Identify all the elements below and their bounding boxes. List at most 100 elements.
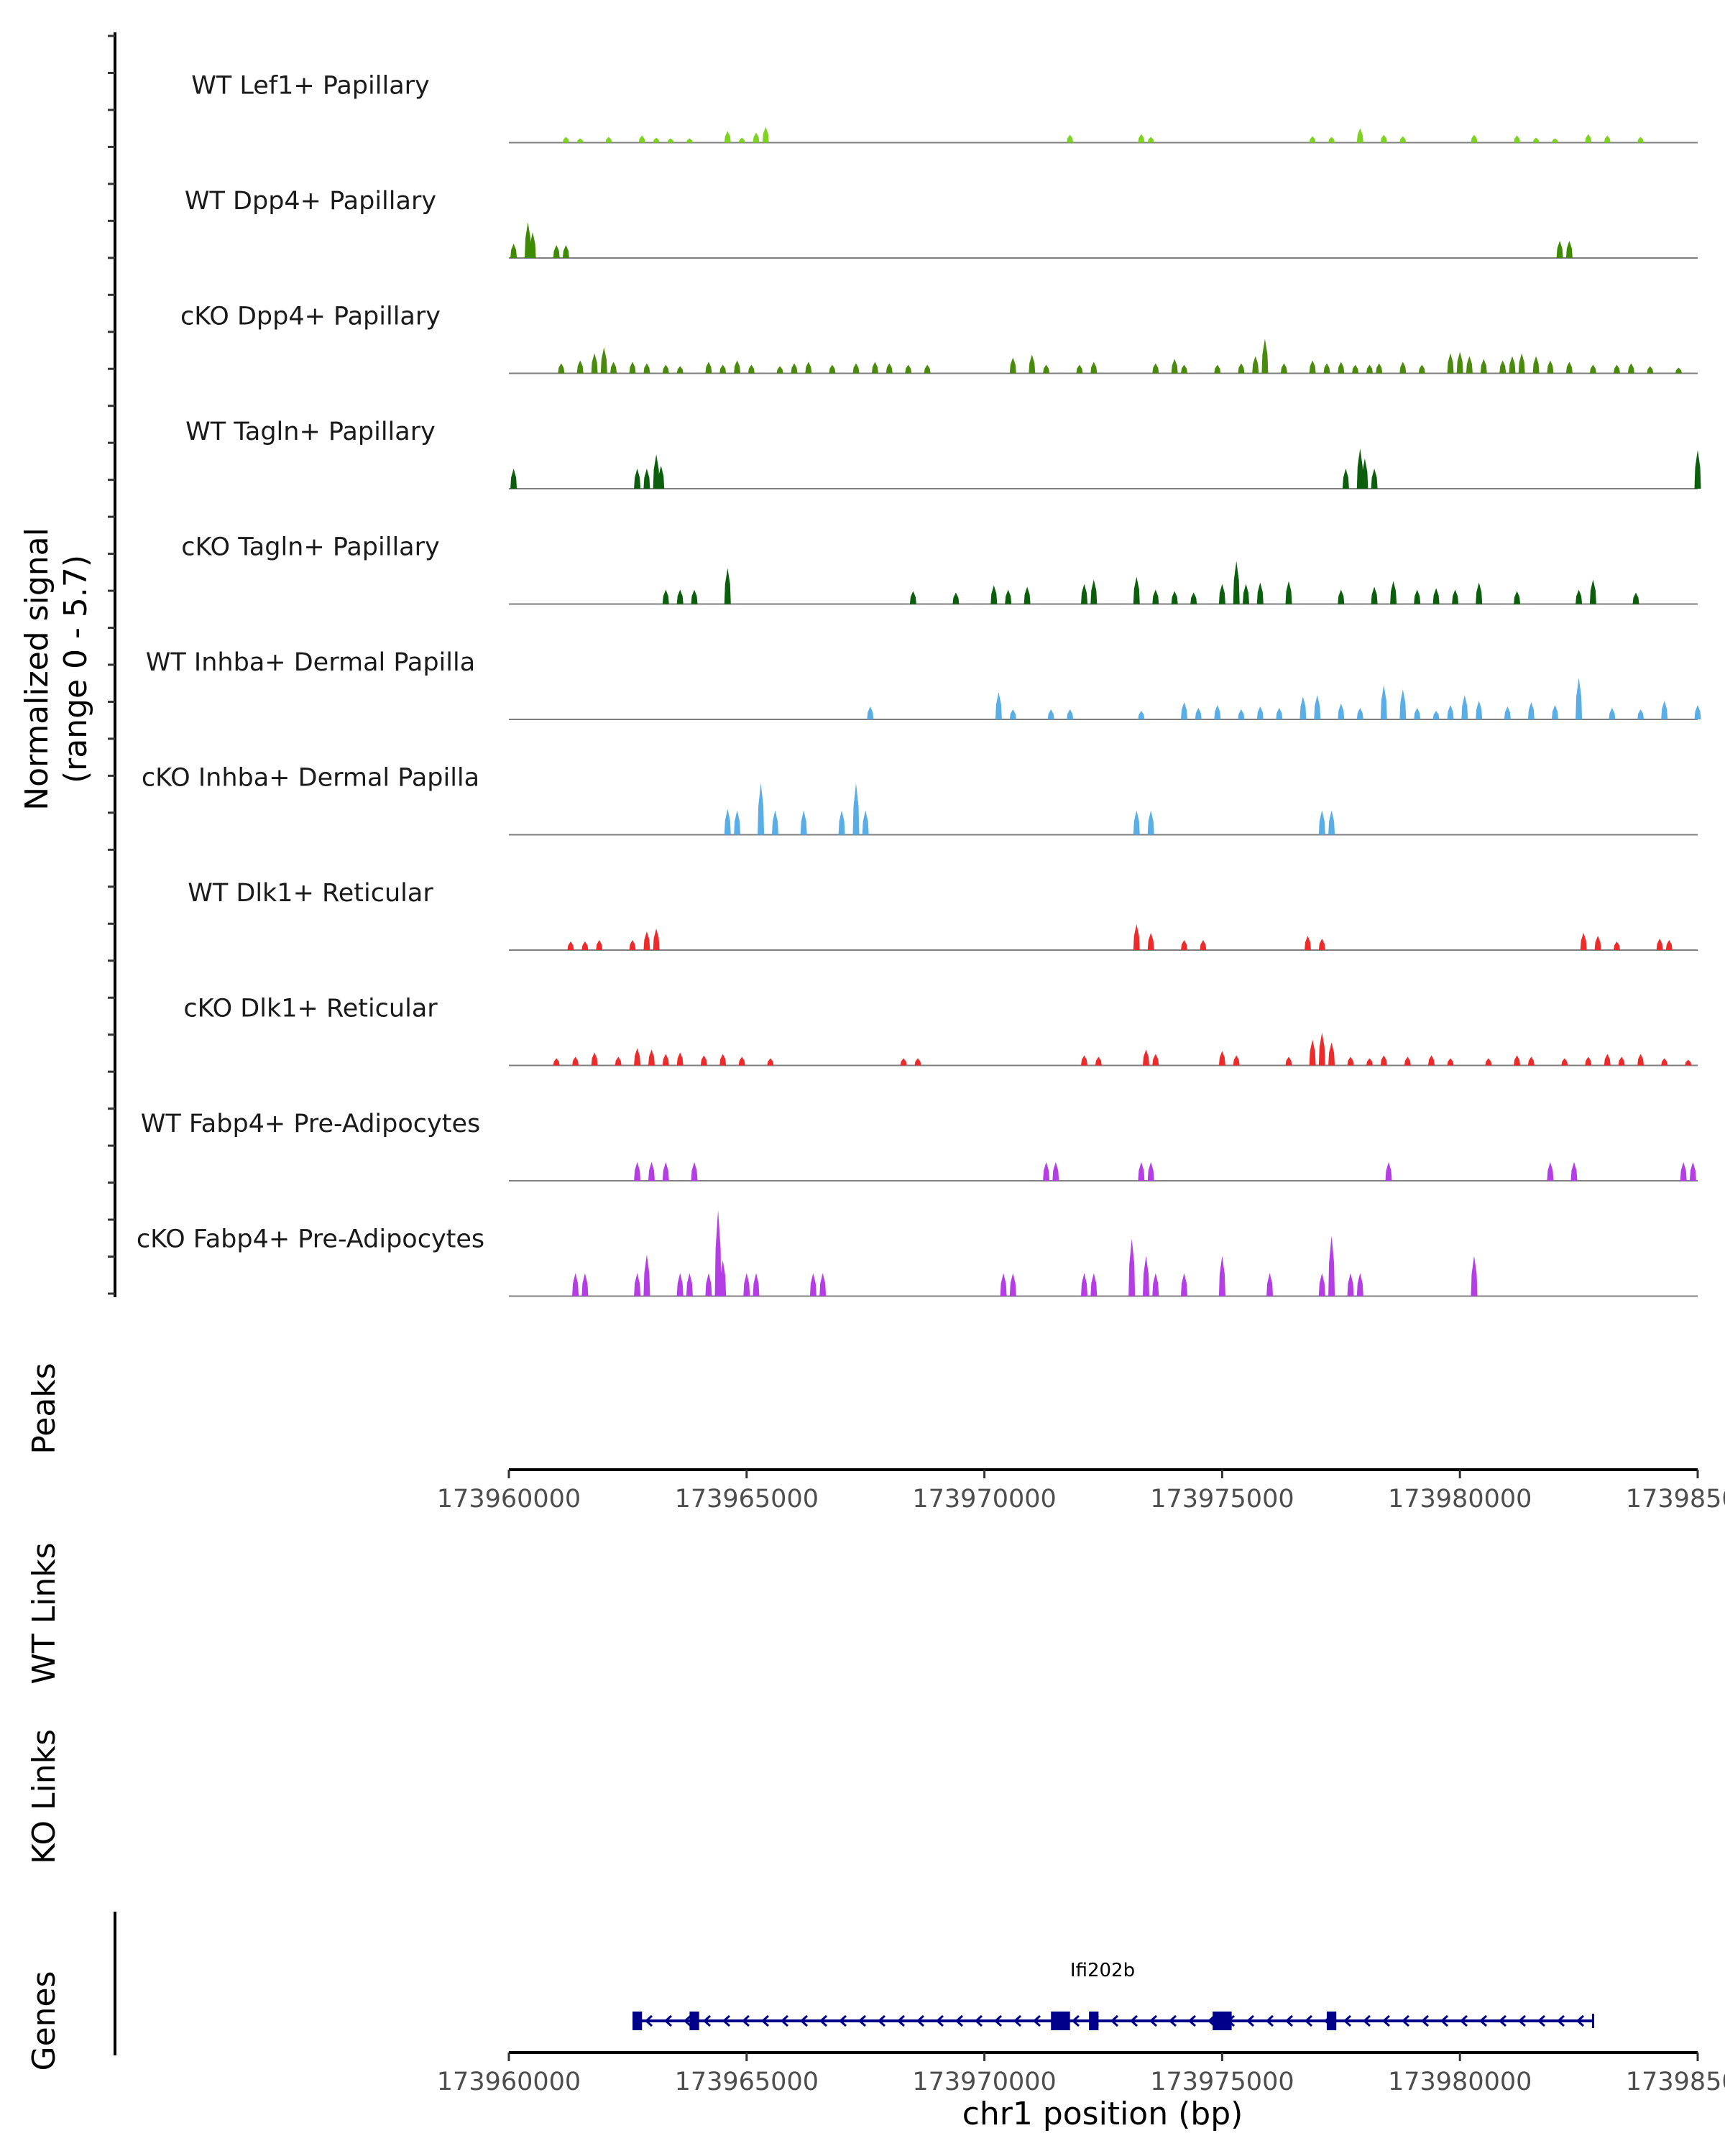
coverage-peak xyxy=(676,589,684,604)
coverage-peak xyxy=(662,1162,669,1181)
coverage-peak xyxy=(1514,591,1521,604)
coverage-peak xyxy=(1547,360,1554,374)
coverage-peak xyxy=(748,364,755,374)
track-label: WT Dlk1+ Reticular xyxy=(188,879,433,908)
coverage-peak xyxy=(558,363,565,374)
coverage-peak xyxy=(1685,1059,1692,1066)
coverage-peak xyxy=(1081,1273,1087,1296)
x-tick-label: 173960000 xyxy=(437,1485,581,1514)
coverage-peak xyxy=(1195,708,1202,719)
coverage-peak xyxy=(1376,363,1383,374)
strand-arrow xyxy=(1401,2014,1410,2027)
coverage-peak xyxy=(791,363,798,374)
coverage-peak xyxy=(1418,364,1425,374)
coverage-peak xyxy=(510,244,518,258)
coverage-peak xyxy=(1147,810,1154,835)
coverage-peak xyxy=(772,810,778,835)
coverage-peak xyxy=(1689,1162,1696,1181)
track-3: cKO Dpp4+ Papillary xyxy=(180,303,1698,374)
coverage-peak xyxy=(1565,241,1573,258)
coverage-peak xyxy=(1532,137,1540,143)
x-tick-label: 173960000 xyxy=(437,2068,581,2096)
gene-model: Ifi202b xyxy=(632,1960,1594,2030)
track-label: WT Fabp4+ Pre-Adipocytes xyxy=(141,1110,480,1138)
strand-arrow xyxy=(1187,2014,1197,2027)
coverage-peak xyxy=(1356,1273,1363,1296)
coverage-peak xyxy=(1432,711,1440,719)
coverage-peak xyxy=(1238,363,1245,374)
coverage-peak xyxy=(724,131,731,143)
strand-arrow xyxy=(1284,2014,1294,2027)
x-tick-label: 173970000 xyxy=(912,1485,1056,1514)
strand-arrow xyxy=(722,2014,731,2027)
coverage-peak xyxy=(1328,1042,1335,1066)
coverage-peak xyxy=(734,810,741,835)
coverage-peak xyxy=(1147,137,1154,143)
track-label: cKO Inhba+ Dermal Papilla xyxy=(142,764,479,793)
coverage-peak xyxy=(1366,364,1373,374)
ko-links-panel-title: KO Links xyxy=(26,1729,63,1864)
coverage-peak xyxy=(990,585,998,604)
coverage-peak xyxy=(700,1055,707,1066)
coverage-peak xyxy=(1214,364,1221,374)
coverage-peak xyxy=(1238,709,1245,719)
gene-exon xyxy=(1089,2012,1099,2030)
coverage-peak xyxy=(686,138,693,143)
track-4: WT Tagln+ Papillary xyxy=(185,418,1701,489)
strand-arrow xyxy=(1517,2014,1527,2027)
strand-arrow xyxy=(993,2014,1003,2027)
coverage-peak xyxy=(643,469,650,489)
coverage-peak xyxy=(1318,939,1325,950)
coverage-peak xyxy=(1399,689,1407,719)
coverage-peak xyxy=(1466,356,1473,374)
coverage-peak xyxy=(638,135,645,143)
coverage-peak xyxy=(905,364,912,374)
coverage-peak xyxy=(553,1058,560,1066)
coverage-peak xyxy=(1647,366,1654,374)
coverage-peak xyxy=(1399,361,1407,374)
track-label: cKO Dlk1+ Reticular xyxy=(183,995,438,1023)
gene-exon xyxy=(632,2012,643,2030)
gene-exon xyxy=(689,2012,699,2030)
coverage-tracks: WT Lef1+ Papillary WT Dpp4+ Papillary cKO … xyxy=(137,72,1701,1297)
coverage-peak xyxy=(1200,940,1207,950)
coverage-peak xyxy=(1452,589,1459,604)
coverage-peak xyxy=(852,783,860,835)
strand-arrow xyxy=(1362,2014,1371,2027)
coverage-peak xyxy=(767,1058,774,1066)
strand-arrow xyxy=(1149,2014,1158,2027)
track-1: WT Lef1+ Papillary xyxy=(191,72,1698,144)
strand-arrow xyxy=(857,2014,867,2027)
coverage-peak xyxy=(1318,1032,1325,1066)
track-label: WT Inhba+ Dermal Papilla xyxy=(146,648,475,677)
track-label: WT Tagln+ Papillary xyxy=(185,418,436,446)
x-tick-label: 173970000 xyxy=(912,2068,1056,2096)
strand-arrow xyxy=(741,2014,750,2027)
coverage-peak xyxy=(629,940,636,950)
peaks-panel-title: Peaks xyxy=(26,1363,63,1454)
coverage-peak xyxy=(719,1260,727,1296)
peaks-x-axis: 173960000 173965000 173970000 173975000 1739… xyxy=(437,1468,1725,1514)
coverage-peak xyxy=(1342,469,1349,489)
coverage-peak xyxy=(605,137,612,143)
coverage-peak xyxy=(1218,1256,1225,1296)
track-label: cKO Fabp4+ Pre-Adipocytes xyxy=(137,1225,484,1254)
coverage-peak xyxy=(676,366,684,374)
coverage-peak xyxy=(662,364,669,374)
coverage-peak xyxy=(634,1273,641,1296)
x-tick-label: 173985000 xyxy=(1626,1485,1725,1514)
coverage-peak xyxy=(758,783,765,835)
coverage-peak xyxy=(1133,576,1140,604)
coverage-peak xyxy=(1233,1055,1240,1066)
strand-arrow xyxy=(1478,2014,1488,2027)
coverage-peak xyxy=(1547,1162,1554,1181)
coverage-peak xyxy=(643,931,650,950)
coverage-peak xyxy=(676,1052,684,1066)
coverage-peak xyxy=(829,364,836,374)
strand-arrow xyxy=(683,2014,692,2027)
coverage-peak xyxy=(1552,705,1558,719)
coverage-peak xyxy=(1665,940,1673,950)
coverage-peak xyxy=(1514,1055,1521,1066)
x-tick-label: 173985000 xyxy=(1626,2068,1725,2096)
coverage-peak xyxy=(1138,134,1145,143)
